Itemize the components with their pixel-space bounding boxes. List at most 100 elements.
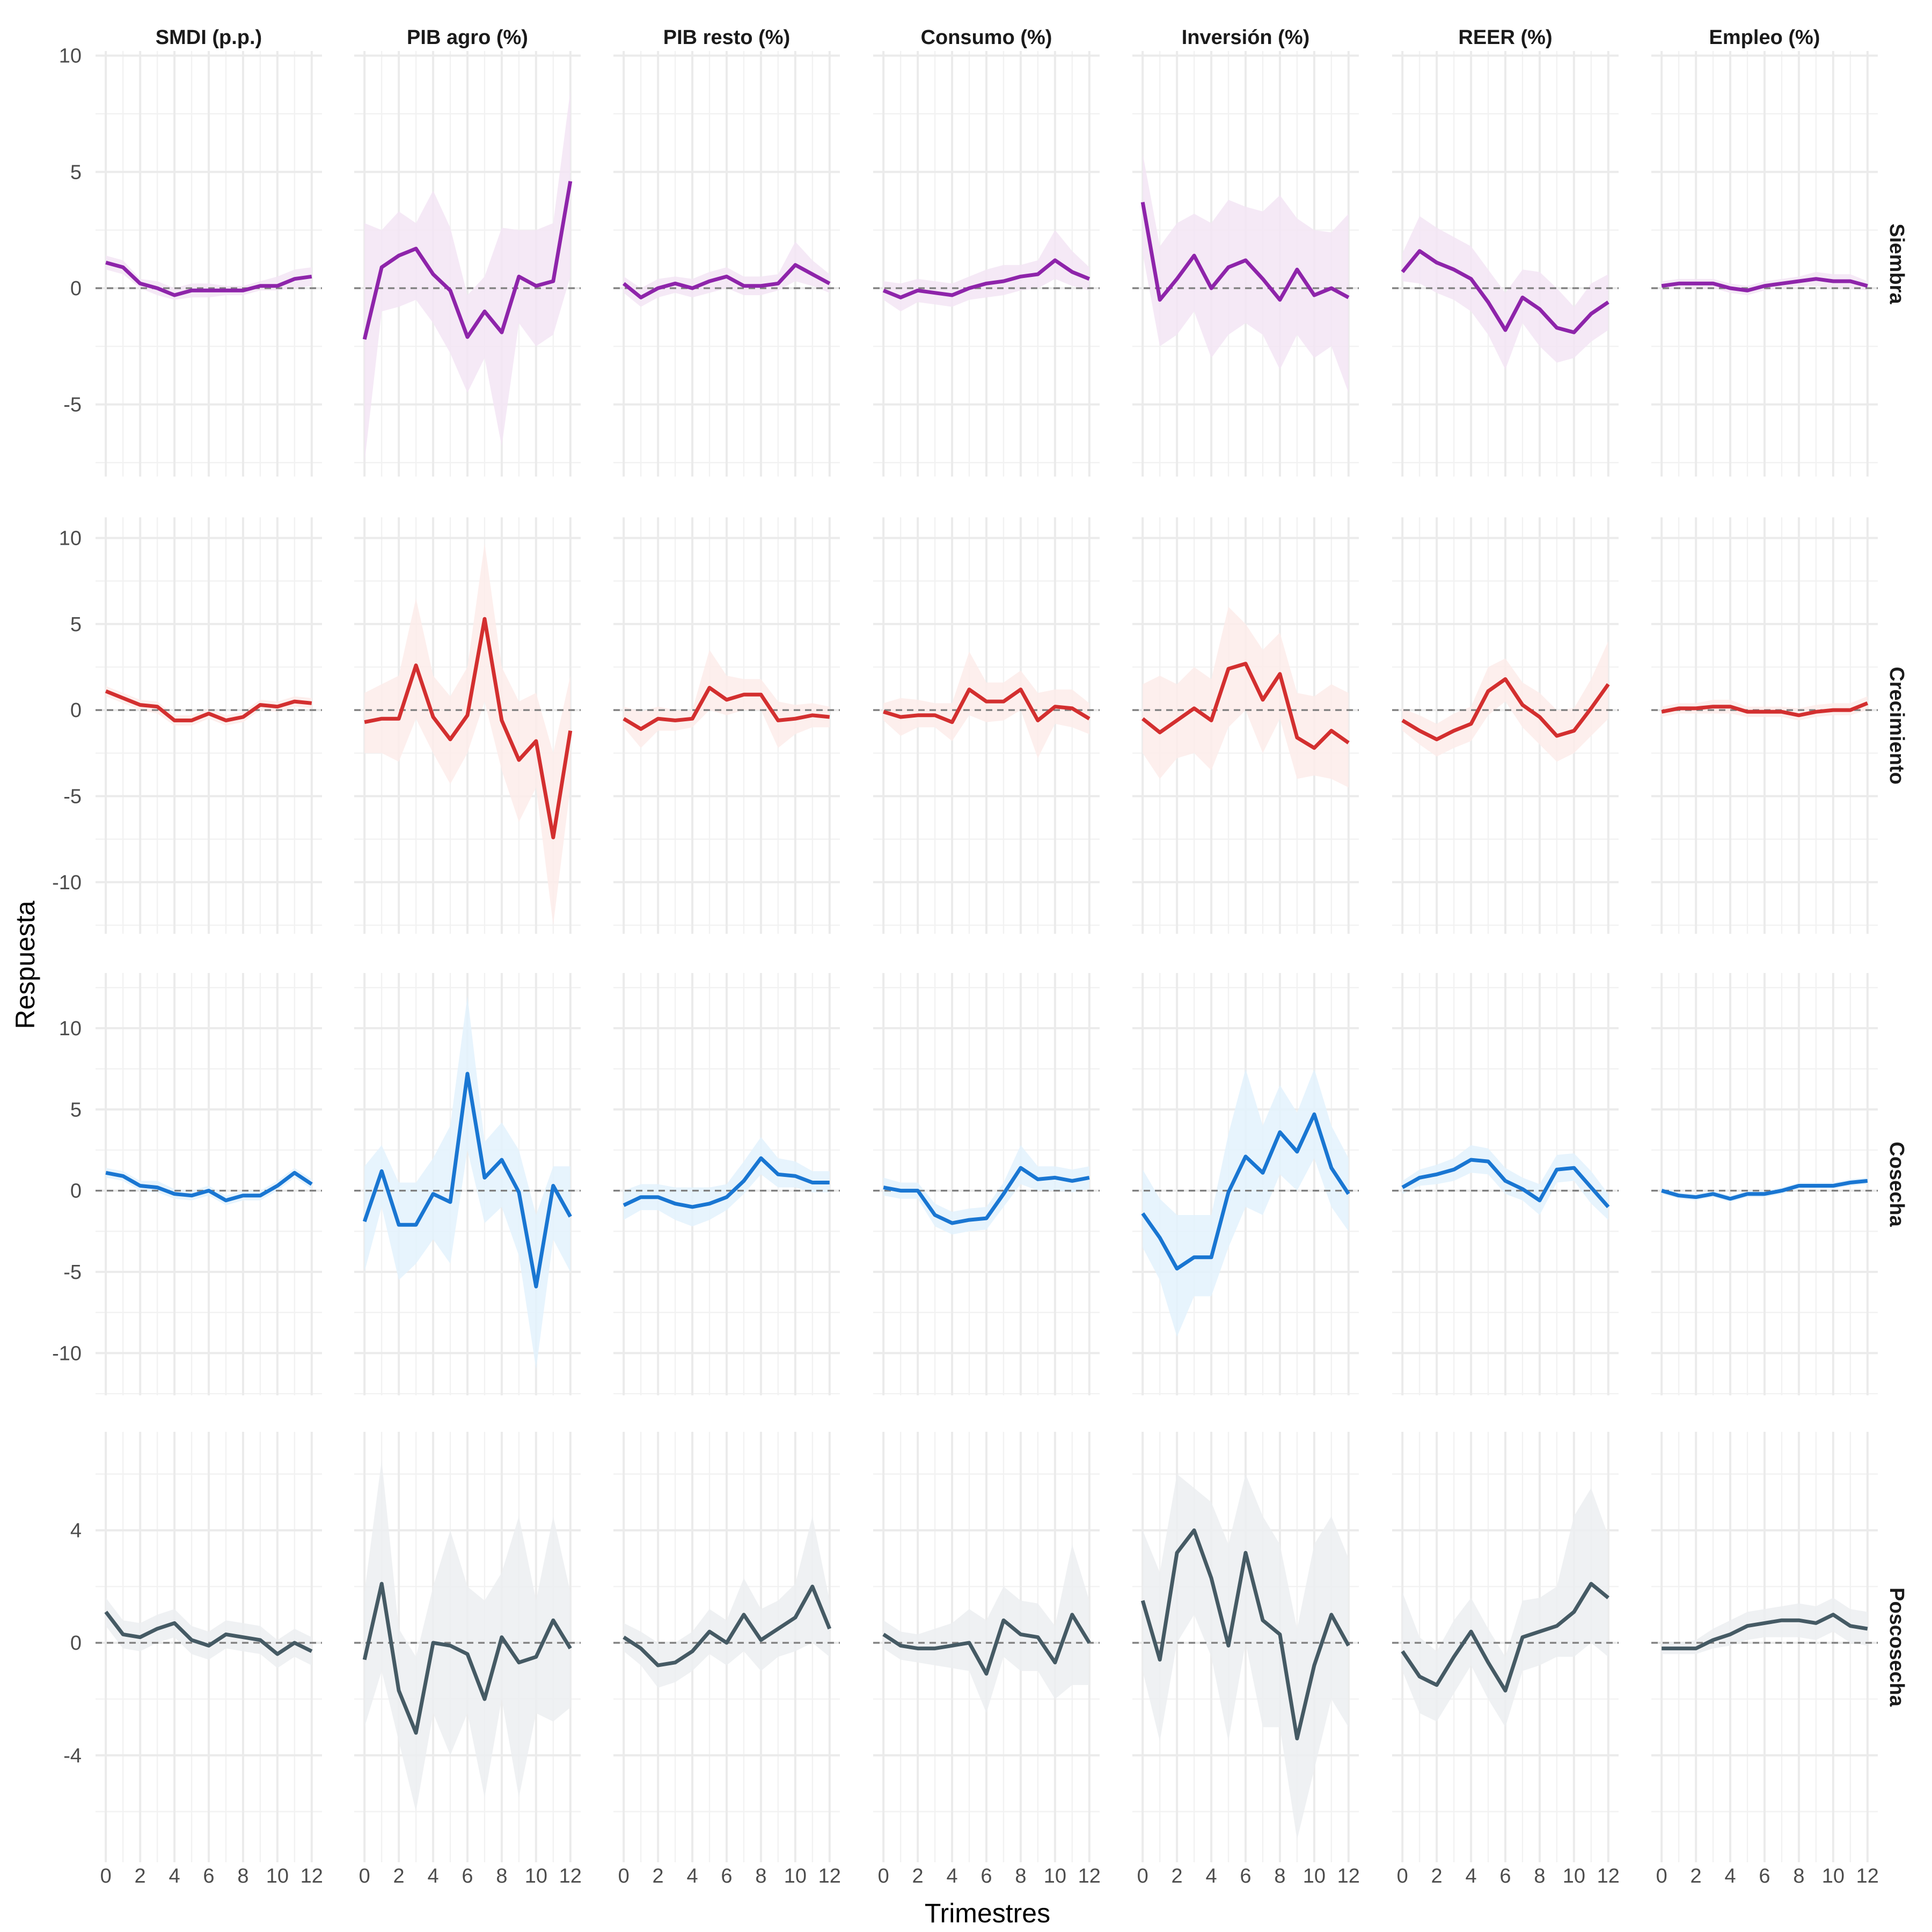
panel-crecimiento-pib-agro: [354, 517, 581, 934]
x-tick-label: 2: [1172, 1865, 1183, 1887]
confidence-band: [364, 543, 570, 925]
x-tick-label: 12: [301, 1865, 323, 1887]
panel-crecimiento-consumo: [873, 517, 1100, 934]
x-tick-label: 0: [1397, 1865, 1408, 1887]
x-tick-label: 10: [1563, 1865, 1585, 1887]
x-tick-label: 4: [1465, 1865, 1476, 1887]
x-tick-label: 2: [1431, 1865, 1443, 1887]
column-strip-pib-agro: PIB agro (%): [407, 26, 528, 49]
confidence-band: [1143, 606, 1349, 788]
x-tick-label: 10: [525, 1865, 547, 1887]
x-tick-label: 2: [393, 1865, 405, 1887]
x-tick-label: 6: [1240, 1865, 1251, 1887]
panel-siembra-inversion: [1132, 51, 1359, 477]
x-tick-label: 6: [462, 1865, 473, 1887]
confidence-band: [1402, 216, 1608, 370]
response-line: [105, 1170, 313, 1203]
x-tick-label: 2: [653, 1865, 664, 1887]
confidence-band: [1402, 1488, 1608, 1728]
x-tick-label: 0: [359, 1865, 370, 1887]
y-tick-label: -5: [63, 394, 82, 416]
x-tick-label: 4: [946, 1865, 957, 1887]
x-tick-label: 10: [266, 1865, 289, 1887]
confidence-band: [1143, 1069, 1349, 1337]
response-line: [623, 1584, 832, 1667]
panel-siembra-pib-resto: [613, 51, 840, 477]
x-tick-label: 12: [1337, 1865, 1360, 1887]
panel-cosecha-pib-agro: [354, 973, 581, 1395]
panel-poscosecha-pib-agro: [354, 1432, 581, 1862]
x-tick-label: 10: [1822, 1865, 1845, 1887]
panel-siembra-reer: [1392, 51, 1619, 477]
x-tick-label: 8: [1015, 1865, 1026, 1887]
confidence-band: [1662, 696, 1868, 721]
row-strip-poscosecha: Poscosecha: [1885, 1587, 1908, 1707]
y-axis-title: Respuesta: [10, 901, 40, 1029]
panel-siembra-consumo: [873, 51, 1100, 477]
y-tick-label: -10: [52, 1342, 82, 1365]
confidence-band: [364, 996, 570, 1370]
confidence-band: [624, 241, 830, 307]
column-strip-reer: REER (%): [1458, 26, 1552, 49]
response-line: [1401, 677, 1610, 742]
x-tick-label: 6: [1759, 1865, 1770, 1887]
x-tick-label: 8: [237, 1865, 248, 1887]
panel-poscosecha-empleo: [1651, 1432, 1878, 1862]
x-tick-label: 10: [1303, 1865, 1326, 1887]
response-line: [1401, 1158, 1610, 1209]
panel-cosecha-empleo: [1651, 973, 1878, 1395]
confidence-band: [1143, 153, 1349, 393]
panel-poscosecha-inversion: [1132, 1432, 1359, 1862]
response-line: [105, 689, 312, 722]
confidence-band: [364, 90, 570, 463]
panel-crecimiento-pib-resto: [613, 517, 840, 934]
x-axis-title: Trimestres: [925, 1898, 1050, 1928]
response-line: [883, 687, 1091, 724]
response-line: [623, 686, 830, 731]
response-line: [623, 1156, 830, 1209]
x-tick-label: 8: [1534, 1865, 1545, 1887]
panel-crecimiento-inversion: [1132, 517, 1359, 934]
y-tick-label: 10: [59, 527, 82, 550]
response-line: [104, 1611, 313, 1656]
response-line: [362, 1072, 572, 1289]
column-strip-pib-resto: PIB resto (%): [663, 26, 790, 49]
confidence-band: [106, 1598, 312, 1668]
confidence-band: [1662, 1177, 1868, 1202]
column-strip-inversion: Inversión (%): [1182, 26, 1310, 49]
panel-poscosecha-reer: [1392, 1432, 1619, 1862]
x-tick-label: 10: [784, 1865, 807, 1887]
panel-poscosecha-consumo: [873, 1432, 1100, 1862]
x-tick-label: 12: [818, 1865, 841, 1887]
y-tick-label: -10: [52, 872, 82, 894]
y-tick-label: 5: [70, 161, 82, 184]
panel-cosecha-smdi-p-p: [96, 973, 322, 1395]
y-tick-label: 0: [70, 699, 82, 722]
x-tick-label: 6: [721, 1865, 732, 1887]
response-line: [1401, 1582, 1610, 1693]
response-line: [1140, 202, 1350, 302]
panel-poscosecha-smdi-p-p: [96, 1432, 322, 1862]
y-tick-label: 0: [70, 1180, 82, 1203]
response-line: [1141, 1112, 1350, 1271]
confidence-band: [883, 652, 1089, 758]
x-tick-label: 2: [912, 1865, 924, 1887]
response-line: [364, 617, 573, 839]
response-line: [883, 1166, 1090, 1225]
x-tick-label: 12: [1078, 1865, 1101, 1887]
x-tick-label: 0: [878, 1865, 889, 1887]
panel-crecimiento-smdi-p-p: [96, 517, 322, 934]
x-tick-label: 12: [559, 1865, 582, 1887]
x-tick-label: 12: [1597, 1865, 1620, 1887]
column-strip-smdi-p-p: SMDI (p.p.): [156, 26, 262, 49]
x-tick-label: 8: [755, 1865, 766, 1887]
column-strip-consumo: Consumo (%): [921, 26, 1052, 49]
x-tick-label: 4: [1205, 1865, 1217, 1887]
column-strip-empleo: Empleo (%): [1709, 26, 1820, 49]
panel-siembra-smdi-p-p: [96, 51, 322, 477]
x-tick-label: 8: [1793, 1865, 1804, 1887]
row-strip-siembra: Siembra: [1885, 224, 1908, 305]
y-tick-label: 5: [70, 613, 82, 636]
x-tick-label: 4: [427, 1865, 438, 1887]
x-tick-label: 6: [1499, 1865, 1511, 1887]
